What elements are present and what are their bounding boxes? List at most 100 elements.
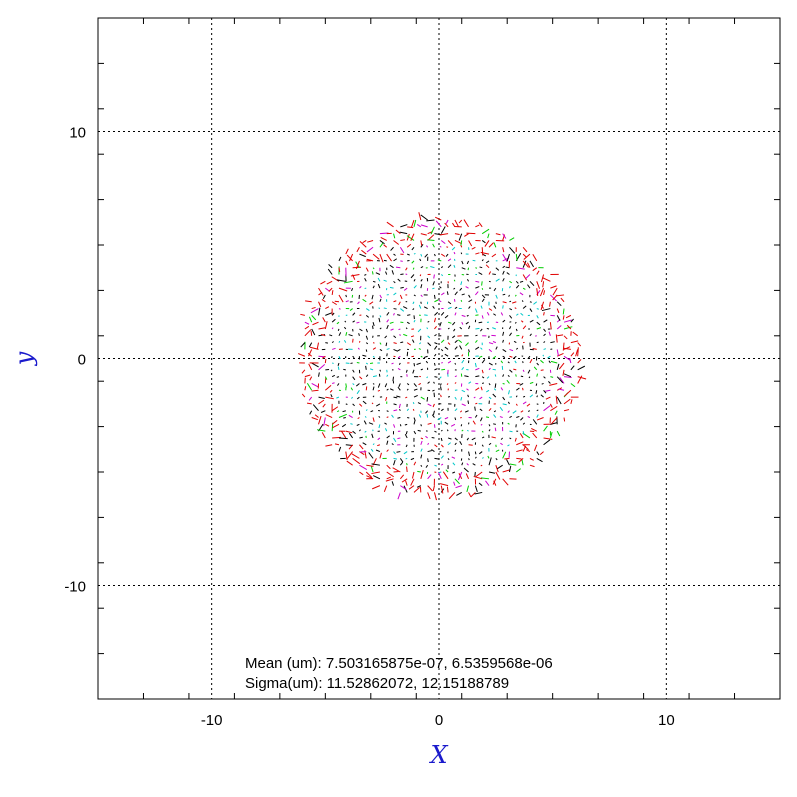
spot-ray-1071 xyxy=(403,287,408,291)
spot-ray-540 xyxy=(318,372,320,377)
spot-ray-245 xyxy=(417,429,421,432)
spot-ray-198 xyxy=(338,437,348,440)
spot-ray-731 xyxy=(502,349,507,353)
spot-ray-1212 xyxy=(466,260,470,265)
spot-ray-881 xyxy=(413,319,416,323)
spot-ray-991 xyxy=(362,298,367,303)
spot-ray-349 xyxy=(370,410,374,413)
spot-ray-129 xyxy=(516,457,522,460)
spot-ray-13 xyxy=(371,485,381,490)
spot-ray-8 xyxy=(448,492,456,500)
spot-ray-816 xyxy=(521,335,524,339)
spot-ray-448 xyxy=(515,395,518,398)
spot-ray-1002 xyxy=(438,299,442,303)
spot-ray-180 xyxy=(440,444,444,448)
spot-ray-1265 xyxy=(451,246,456,251)
spot-ray-978 xyxy=(536,308,539,310)
spot-ray-1233 xyxy=(413,252,416,255)
spot-ray-802 xyxy=(427,335,431,339)
spot-ray-1108 xyxy=(420,279,423,282)
spot-ray-729 xyxy=(488,349,493,353)
spot-ray-173 xyxy=(391,443,394,446)
spot-ray-70 xyxy=(474,471,476,477)
spot-ray-467 xyxy=(372,386,375,391)
spot-ray-1237 xyxy=(441,253,446,257)
spot-ray-365 xyxy=(479,408,483,412)
spot-ray-842 xyxy=(417,328,422,333)
spot-ray-637 xyxy=(416,362,421,365)
spot-ray-122 xyxy=(468,458,470,461)
spot-ray-476 xyxy=(432,389,435,392)
spot-ray-1315 xyxy=(495,233,501,236)
spot-ray-99 xyxy=(497,464,503,470)
spot-ray-1282 xyxy=(406,233,410,241)
spot-ray-364 xyxy=(474,406,476,411)
spot-ray-243 xyxy=(405,431,408,435)
spot-ray-641 xyxy=(447,360,452,364)
spot-ray-359 xyxy=(440,408,444,412)
spot-ray-887 xyxy=(452,321,456,326)
spot-ray-1116 xyxy=(475,280,480,283)
spot-ray-891 xyxy=(478,321,483,324)
spot-ray-519 xyxy=(454,382,457,384)
spot-ray-228 xyxy=(543,437,553,440)
spot-ray-165 xyxy=(334,443,340,446)
spot-ray-113 xyxy=(405,457,408,460)
spot-ray-1025 xyxy=(345,294,347,298)
spot-ray-721 xyxy=(434,345,438,350)
spot-ray-69 xyxy=(463,467,469,473)
spot-ray-579 xyxy=(301,369,306,374)
spot-ray-976 xyxy=(522,305,527,309)
spot-ray-425 xyxy=(356,396,360,400)
spot-ray-74 xyxy=(502,469,511,473)
spot-ray-1028 xyxy=(364,294,367,297)
spot-ray-757 xyxy=(400,341,404,344)
spot-ray-67 xyxy=(452,471,456,474)
spot-ray-830 xyxy=(337,328,340,331)
spot-ray-926 xyxy=(444,314,449,319)
spot-ray-1151 xyxy=(488,271,492,275)
spot-ray-905 xyxy=(300,313,305,316)
spot-ray-208 xyxy=(404,433,408,439)
spot-ray-1064 xyxy=(359,286,362,289)
spot-ray-797 xyxy=(393,335,397,339)
spot-ray-281 xyxy=(420,424,422,427)
spot-ray-636 xyxy=(413,362,416,367)
spot-ray-17 xyxy=(405,480,408,486)
spot-ray-700 xyxy=(570,352,575,357)
spot-ray-449 xyxy=(522,395,526,398)
spot-ray-687 xyxy=(479,355,483,358)
spot-ray-366 xyxy=(488,408,492,412)
spot-ray-883 xyxy=(427,321,430,323)
spot-ray-1195 xyxy=(346,254,353,262)
spot-ray-1084 xyxy=(493,287,497,292)
spot-ray-55 xyxy=(370,466,374,473)
spot-ray-534 xyxy=(549,382,558,386)
spot-ray-367 xyxy=(493,410,497,413)
spot-ray-743 xyxy=(300,342,306,348)
spot-ray-287 xyxy=(460,424,463,427)
spot-ray-330 xyxy=(499,416,503,418)
spot-ray-955 xyxy=(378,307,381,309)
spot-ray-326 xyxy=(474,414,478,418)
spot-ray-737 xyxy=(543,348,547,350)
spot-ray-407 xyxy=(507,401,510,405)
spot-ray-714 xyxy=(386,348,390,350)
spot-ray-207 xyxy=(397,437,401,440)
spot-ray-125 xyxy=(487,455,490,459)
spot-ray-939 xyxy=(536,315,539,319)
minor-ticks xyxy=(98,18,780,699)
spot-ray-1262 xyxy=(432,243,435,248)
spot-ray-1228 xyxy=(379,253,384,263)
spot-ray-942 xyxy=(556,315,561,321)
spot-ray-908 xyxy=(325,312,333,316)
spot-ray-646 xyxy=(481,359,486,364)
spot-ray-958 xyxy=(400,308,405,312)
spot-ray-990 xyxy=(357,301,360,305)
spot-ray-383 xyxy=(345,403,348,405)
spot-ray-862 xyxy=(556,325,562,330)
spot-ray-75 xyxy=(508,465,512,473)
spot-ray-18 xyxy=(408,485,415,490)
spot-ray-1189 xyxy=(522,260,527,268)
spot-ray-984 xyxy=(318,301,322,308)
